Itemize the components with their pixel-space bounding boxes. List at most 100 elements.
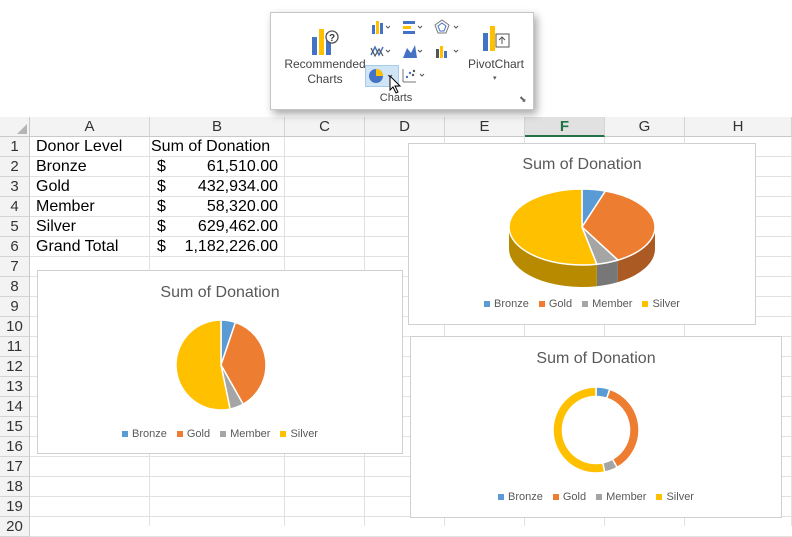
chart-plot-area (552, 386, 640, 474)
cell-a1[interactable]: Donor Level (36, 138, 123, 155)
svg-text:?: ? (329, 33, 335, 44)
chart-plot-area (175, 319, 267, 411)
legend-item-bronze: Bronze (484, 298, 529, 310)
cell-donor-level[interactable]: Gold (36, 178, 70, 195)
cell-donor-level[interactable]: Grand Total (36, 238, 119, 255)
pivotchart-dropdown-icon[interactable]: ▾ (493, 75, 497, 82)
legend-label: Bronze (494, 298, 529, 310)
column-header-f[interactable]: F (525, 117, 605, 137)
slice-side-silver (509, 227, 597, 287)
scatter-chart-icon[interactable] (402, 67, 428, 88)
legend-label: Silver (652, 298, 680, 310)
chart-doughnut[interactable]: Sum of Donation Bronze Gold Member Silver (410, 336, 782, 518)
legend-label: Member (606, 491, 647, 503)
column-header-c[interactable]: C (285, 117, 365, 137)
legend-item-gold: Gold (552, 491, 586, 503)
legend-swatch (596, 494, 603, 501)
chart-3d-pie[interactable]: Sum of Donation Bronze Gold Member Silver (408, 143, 756, 325)
row-header-3[interactable]: 3 (0, 177, 30, 197)
row-header-10[interactable]: 10 (0, 317, 30, 337)
line-chart-icon[interactable] (370, 43, 392, 64)
cell-currency-symbol: $ (157, 178, 166, 195)
cell-donation-amount[interactable]: 61,510.00 (206, 158, 278, 175)
row-header-6[interactable]: 6 (0, 237, 30, 257)
cell-donor-level[interactable]: Member (36, 198, 95, 215)
legend-item-silver: Silver (280, 428, 318, 440)
legend-item-gold: Gold (176, 428, 211, 440)
row-header-12[interactable]: 12 (0, 357, 30, 377)
chart-legend: Bronze Gold Member Silver (38, 428, 402, 440)
chart-legend: Bronze Gold Member Silver (411, 491, 781, 503)
legend-item-bronze: Bronze (498, 491, 543, 503)
row-header-11[interactable]: 11 (0, 337, 30, 357)
legend-label: Bronze (508, 491, 543, 503)
legend-swatch (280, 431, 287, 438)
legend-label: Member (230, 428, 271, 440)
legend-item-member: Member (596, 491, 646, 503)
statistic-chart-icon[interactable] (402, 43, 424, 64)
recommended-charts-label-1[interactable]: Recommended (284, 57, 366, 71)
column-header-b[interactable]: B (150, 117, 285, 137)
row-header-7[interactable]: 7 (0, 257, 30, 277)
chart-legend: Bronze Gold Member Silver (409, 298, 755, 310)
cell-donation-amount[interactable]: 58,320.00 (206, 198, 278, 215)
pivotchart-icon[interactable] (481, 23, 511, 58)
legend-swatch (484, 301, 491, 308)
legend-swatch (498, 494, 505, 501)
cell-donation-amount[interactable]: 432,934.00 (197, 178, 278, 195)
legend-item-gold: Gold (538, 298, 572, 310)
recommended-charts-label-2[interactable]: Charts (307, 72, 343, 86)
slice-silver[interactable] (175, 319, 231, 411)
slice-silver[interactable] (552, 386, 606, 474)
cell-donor-level[interactable]: Silver (36, 218, 77, 235)
column-chart-icon[interactable] (370, 19, 391, 40)
row-header-8[interactable]: 8 (0, 277, 30, 297)
radar-chart-icon[interactable] (434, 19, 460, 40)
legend-swatch (176, 431, 183, 438)
legend-label: Bronze (132, 428, 167, 440)
row-header-16[interactable]: 16 (0, 437, 30, 457)
column-header-d[interactable]: D (365, 117, 445, 137)
row-header-14[interactable]: 14 (0, 397, 30, 417)
row-header-20[interactable]: 20 (0, 517, 30, 537)
row-header-15[interactable]: 15 (0, 417, 30, 437)
pivotchart-label[interactable]: PivotChart (467, 57, 525, 71)
chart-title: Sum of Donation (160, 284, 280, 301)
column-header-a[interactable]: A (30, 117, 150, 137)
row-header-19[interactable]: 19 (0, 497, 30, 517)
hierarchy-chart-icon[interactable] (402, 19, 424, 40)
column-header-e[interactable]: E (445, 117, 525, 137)
legend-swatch (582, 301, 589, 308)
legend-item-member: Member (220, 428, 270, 440)
select-all-corner[interactable] (0, 117, 30, 137)
cell-donation-amount[interactable]: 1,182,226.00 (184, 238, 278, 255)
column-header-h[interactable]: H (685, 117, 792, 137)
gridline-vertical (604, 137, 605, 526)
cell-b1[interactable]: Sum of Donation (151, 138, 271, 155)
column-header-g[interactable]: G (605, 117, 685, 137)
legend-label: Silver (290, 428, 318, 440)
ribbon-charts-group: ? Recommended Charts PivotChart ▾ Charts… (270, 12, 534, 110)
slice-silver[interactable] (508, 188, 598, 266)
recommended-charts-icon[interactable]: ? (310, 23, 340, 59)
chart-2d-pie[interactable]: Sum of Donation Bronze Gold Member Silver (37, 270, 403, 454)
dialog-launcher-icon[interactable]: ⬊ (519, 94, 527, 104)
row-header-5[interactable]: 5 (0, 217, 30, 237)
gridline-vertical (444, 137, 445, 526)
legend-item-silver: Silver (656, 491, 694, 503)
row-header-2[interactable]: 2 (0, 157, 30, 177)
row-header-17[interactable]: 17 (0, 457, 30, 477)
row-header-13[interactable]: 13 (0, 377, 30, 397)
combo-chart-icon[interactable] (434, 43, 460, 64)
slice-gold[interactable] (605, 388, 640, 469)
row-header-4[interactable]: 4 (0, 197, 30, 217)
row-header-9[interactable]: 9 (0, 297, 30, 317)
legend-label: Gold (186, 428, 211, 440)
cell-donor-level[interactable]: Bronze (36, 158, 87, 175)
chart-plot-area (508, 188, 656, 287)
cell-currency-symbol: $ (157, 198, 166, 215)
row-header-1[interactable]: 1 (0, 137, 30, 157)
row-header-18[interactable]: 18 (0, 477, 30, 497)
legend-swatch (642, 301, 649, 308)
cell-donation-amount[interactable]: 629,462.00 (197, 218, 278, 235)
